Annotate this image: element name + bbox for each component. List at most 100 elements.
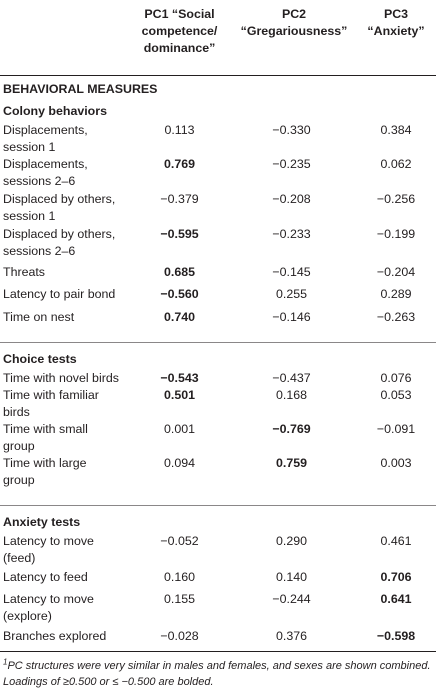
row-label-line: group bbox=[3, 473, 35, 487]
loading-value-pc2: 0.140 bbox=[239, 569, 344, 586]
loading-value-pc2: −0.235 bbox=[239, 156, 344, 173]
row-label: Latency to pair bond bbox=[3, 286, 115, 303]
loading-value-pc3: 0.384 bbox=[356, 122, 436, 139]
loading-value-pc1: −0.543 bbox=[131, 370, 228, 387]
group-rule bbox=[0, 342, 436, 343]
row-label-line: session 1 bbox=[3, 209, 56, 223]
row-label-line: Time with large bbox=[3, 456, 87, 470]
loading-value-pc2: −0.330 bbox=[239, 122, 344, 139]
loading-value-pc2: 0.376 bbox=[239, 628, 344, 645]
row-label-line: Branches explored bbox=[3, 629, 107, 643]
header-line: PC2 bbox=[281, 7, 307, 21]
group-rule bbox=[0, 505, 436, 506]
loading-number: −0.233 bbox=[272, 227, 311, 241]
row-label-line: Latency to pair bond bbox=[3, 287, 116, 301]
loading-number: 0.740 bbox=[163, 310, 195, 324]
row-label: Displaced by others, sessions 2–6 bbox=[3, 226, 115, 260]
group-title: Anxiety tests bbox=[3, 515, 81, 529]
loading-value-pc3: −0.598 bbox=[356, 628, 436, 645]
loading-value-pc1: 0.685 bbox=[131, 264, 228, 281]
row-label: Branches explored bbox=[3, 628, 106, 645]
loading-value-pc1: −0.560 bbox=[131, 286, 228, 303]
header-line: competence/ bbox=[141, 24, 218, 38]
row-label-line: Displaced by others, bbox=[3, 227, 116, 241]
loading-number: 0.003 bbox=[380, 456, 412, 470]
loading-value-pc1: 0.160 bbox=[131, 569, 228, 586]
row-label: Time with familiar birds bbox=[3, 387, 99, 421]
loading-value-pc3: 0.053 bbox=[356, 387, 436, 404]
loading-number: −0.052 bbox=[160, 534, 199, 548]
loading-number: 0.501 bbox=[163, 388, 195, 402]
footnote-text: PC structures were very similar in males… bbox=[3, 660, 431, 688]
row-label-line: Time with novel birds bbox=[3, 371, 119, 385]
loading-value-pc3: −0.263 bbox=[356, 309, 436, 326]
loading-value-pc1: 0.001 bbox=[131, 421, 228, 438]
loading-number: −0.208 bbox=[272, 192, 311, 206]
loading-number: −0.204 bbox=[376, 265, 416, 279]
loading-value-pc2: 0.759 bbox=[239, 455, 344, 472]
header-line: dominance” bbox=[143, 41, 216, 55]
header-rule bbox=[0, 75, 436, 76]
row-label-line: Latency to feed bbox=[3, 570, 88, 584]
loading-value-pc2: −0.145 bbox=[239, 264, 344, 281]
loading-number: −0.146 bbox=[272, 310, 311, 324]
group-title: Choice tests bbox=[3, 352, 77, 366]
loading-number: 0.094 bbox=[163, 456, 195, 470]
loading-number: 0.461 bbox=[380, 534, 412, 548]
loading-value-pc1: −0.052 bbox=[131, 533, 228, 550]
row-label-line: Latency to move bbox=[3, 592, 94, 606]
loading-number: −0.437 bbox=[272, 371, 311, 385]
loading-number: 0.255 bbox=[275, 287, 307, 301]
row-label-line: session 1 bbox=[3, 140, 56, 154]
loading-number: 0.001 bbox=[163, 422, 195, 436]
loading-value-pc2: −0.146 bbox=[239, 309, 344, 326]
loading-value-pc1: 0.155 bbox=[131, 591, 228, 608]
row-label: Time on nest bbox=[3, 309, 74, 326]
loading-value-pc3: −0.204 bbox=[356, 264, 436, 281]
loading-number: −0.379 bbox=[160, 192, 199, 206]
loading-value-pc2: −0.233 bbox=[239, 226, 344, 243]
row-label: Displacements, sessions 2–6 bbox=[3, 156, 88, 190]
loading-number: −0.598 bbox=[376, 629, 416, 643]
section-title: BEHAVIORAL MEASURES bbox=[3, 82, 158, 96]
loading-value-pc3: 0.289 bbox=[356, 286, 436, 303]
row-label-line: Threats bbox=[3, 265, 46, 279]
loading-value-pc1: 0.501 bbox=[131, 387, 228, 404]
footnote: 1PC structures were very similar in male… bbox=[3, 658, 431, 690]
row-label-line: sessions 2–6 bbox=[3, 244, 76, 258]
loading-number: 0.641 bbox=[380, 592, 412, 606]
row-label-line: Time with small bbox=[3, 422, 88, 436]
bottom-rule bbox=[0, 651, 436, 652]
row-label: Latency to move (feed) bbox=[3, 533, 94, 567]
loading-number: −0.199 bbox=[376, 227, 416, 241]
loading-value-pc1: −0.379 bbox=[131, 191, 228, 208]
loading-number: 0.168 bbox=[275, 388, 307, 402]
row-label: Displacements, session 1 bbox=[3, 122, 88, 156]
row-label-line: Displaced by others, bbox=[3, 192, 116, 206]
loading-value-pc3: −0.091 bbox=[356, 421, 436, 438]
loading-number: −0.028 bbox=[160, 629, 199, 643]
row-label: Latency to move (explore) bbox=[3, 591, 94, 625]
header-line: PC3 bbox=[383, 7, 409, 21]
loading-number: 0.160 bbox=[163, 570, 195, 584]
loading-value-pc1: 0.769 bbox=[131, 156, 228, 173]
loading-number: 0.062 bbox=[380, 157, 412, 171]
loading-value-pc3: −0.256 bbox=[356, 191, 436, 208]
loading-number: 0.053 bbox=[380, 388, 412, 402]
footnote-marker: 1 bbox=[3, 657, 8, 667]
row-label-line: (explore) bbox=[3, 609, 52, 623]
loading-value-pc3: −0.199 bbox=[356, 226, 436, 243]
row-label: Displaced by others, session 1 bbox=[3, 191, 115, 225]
loading-number: 0.155 bbox=[163, 592, 195, 606]
loading-value-pc2: 0.168 bbox=[239, 387, 344, 404]
loading-value-pc3: 0.003 bbox=[356, 455, 436, 472]
column-header-pc2: PC2 “Gregariousness” bbox=[239, 6, 349, 40]
header-line: “Gregariousness” bbox=[240, 24, 348, 38]
row-label: Latency to feed bbox=[3, 569, 88, 586]
loading-number: −0.560 bbox=[160, 287, 199, 301]
row-label-line: birds bbox=[3, 405, 30, 419]
row-label-line: Latency to move bbox=[3, 534, 94, 548]
row-label-line: group bbox=[3, 439, 35, 453]
loading-value-pc1: 0.094 bbox=[131, 455, 228, 472]
header-line: “Anxiety” bbox=[367, 24, 425, 38]
